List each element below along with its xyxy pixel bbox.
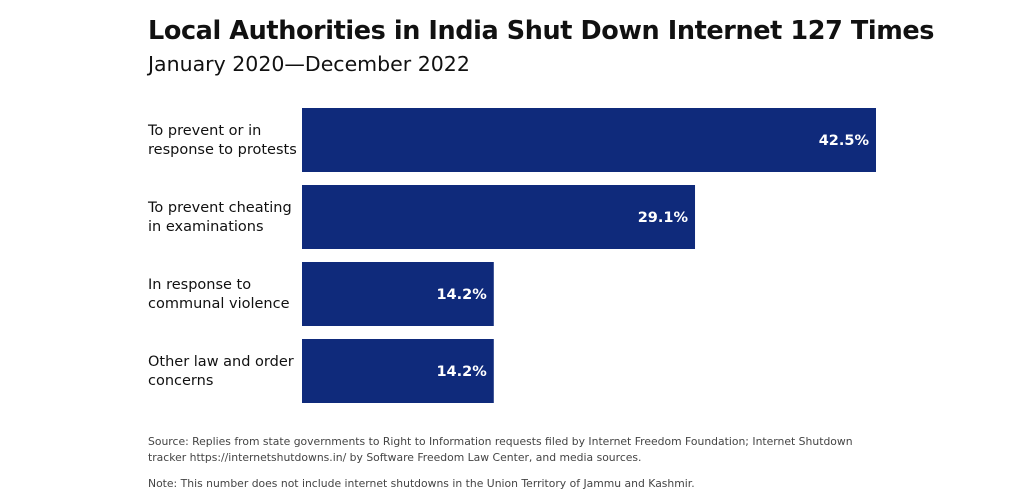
category-label-line: In response to bbox=[148, 277, 251, 293]
chart-title: Local Authorities in India Shut Down Int… bbox=[148, 16, 935, 46]
category-label: Other law and order concerns bbox=[148, 354, 294, 389]
bar-group: 42.5% To prevent or in response to protest… bbox=[147, 108, 876, 172]
bar-group: 14.2% Other law and order concerns bbox=[148, 339, 494, 403]
category-label-line: response to protests bbox=[148, 142, 297, 158]
bar bbox=[302, 339, 494, 403]
bar bbox=[302, 262, 494, 326]
category-label-line: concerns bbox=[148, 373, 213, 389]
bar bbox=[302, 108, 876, 172]
bar-chart: 42.5% To prevent or in response to protest… bbox=[147, 108, 876, 403]
category-label-line: To prevent cheating bbox=[147, 200, 292, 216]
category-label-line: To prevent or in bbox=[147, 123, 261, 139]
bar-group: 14.2% In response to communal violence bbox=[148, 262, 494, 326]
source-note: Source: Replies from state governments t… bbox=[148, 435, 853, 464]
data-label: 29.1% bbox=[638, 210, 689, 226]
category-label: To prevent cheating in examinations bbox=[147, 200, 292, 235]
category-label-line: Other law and order bbox=[148, 354, 294, 370]
chart-subtitle: January 2020—December 2022 bbox=[148, 52, 470, 76]
data-label: 14.2% bbox=[436, 364, 487, 380]
data-label: 42.5% bbox=[819, 133, 870, 149]
category-label-line: communal violence bbox=[148, 296, 290, 312]
footnote: Note: This number does not include inter… bbox=[148, 477, 695, 490]
category-label-line: in examinations bbox=[148, 219, 264, 235]
bar bbox=[302, 185, 696, 249]
category-label: In response to communal violence bbox=[148, 277, 290, 312]
bar-group: 29.1% To prevent cheating in examinations bbox=[147, 185, 696, 249]
category-label: To prevent or in response to protests bbox=[147, 123, 297, 158]
data-label: 14.2% bbox=[436, 287, 487, 303]
